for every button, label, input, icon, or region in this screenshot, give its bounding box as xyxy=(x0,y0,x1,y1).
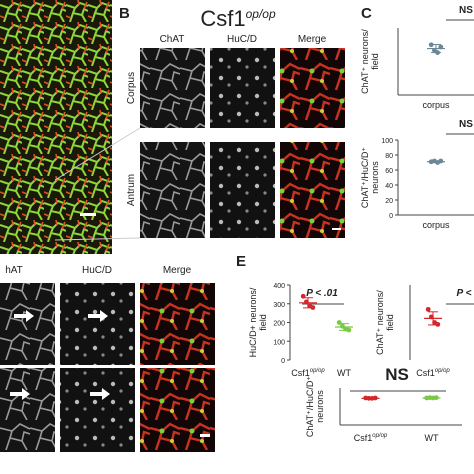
category-name: corpus xyxy=(422,100,450,110)
category-name: Csf1 xyxy=(354,433,373,443)
category-sup: op/op xyxy=(372,433,388,439)
annotation: P < xyxy=(457,288,472,299)
column-label: HuC/D xyxy=(82,265,112,276)
micrograph xyxy=(280,142,345,238)
scale-bar xyxy=(200,434,210,437)
category-name: Csf1 xyxy=(416,368,435,378)
category-name: WT xyxy=(425,433,439,443)
micrograph xyxy=(140,48,205,128)
y-tick-label: 0 xyxy=(281,358,285,365)
micrograph xyxy=(60,368,135,452)
zoom-line xyxy=(54,127,141,181)
y-axis-label: ChAT⁺/HuC/D⁺ xyxy=(360,147,370,209)
category-sup: op/op xyxy=(310,368,326,374)
column-label: hAT xyxy=(5,265,23,276)
arrow xyxy=(14,310,34,322)
data-point xyxy=(425,306,431,312)
zoom-line xyxy=(54,237,141,241)
title-text: Csf1 xyxy=(200,6,245,31)
scale-bar xyxy=(80,213,96,216)
y-tick-label: 60 xyxy=(385,168,393,175)
micrograph xyxy=(0,0,112,254)
row-label: Corpus xyxy=(126,72,137,104)
arrow xyxy=(88,310,108,322)
panel-label: C xyxy=(361,5,372,22)
column-label: Merge xyxy=(298,34,327,45)
y-axis-label: field xyxy=(370,53,380,70)
y-tick-label: 40 xyxy=(385,183,393,190)
annotation: NS xyxy=(385,365,409,384)
scale-bar xyxy=(332,228,341,230)
arrow xyxy=(90,388,110,400)
panel-label: B xyxy=(119,5,130,22)
micrograph xyxy=(60,283,135,365)
y-tick-label: 100 xyxy=(381,138,393,145)
panel-label: E xyxy=(236,253,246,270)
column-label: HuC/D xyxy=(227,34,257,45)
micrograph xyxy=(210,48,275,128)
category-name: WT xyxy=(337,368,351,378)
micrograph xyxy=(280,48,345,128)
category-label: WT xyxy=(425,433,439,443)
arrow xyxy=(10,388,30,400)
micrograph xyxy=(140,283,215,365)
category-label: Csf1op/op xyxy=(291,368,325,378)
annotation: P < .01 xyxy=(306,288,338,299)
category-label: Csf1op/op xyxy=(354,433,388,443)
micrograph xyxy=(0,368,55,452)
y-tick-label: 300 xyxy=(273,302,285,309)
y-axis-label: ChAT⁺/HuC/D⁺ xyxy=(305,376,315,438)
annotation: NS xyxy=(459,5,473,16)
category-sup: op/op xyxy=(435,368,451,374)
y-tick-label: 20 xyxy=(385,198,393,205)
y-tick-label: 0 xyxy=(389,213,393,220)
y-tick-label: 400 xyxy=(273,283,285,290)
category-name: corpus xyxy=(422,220,450,230)
category-label: WT xyxy=(337,368,351,378)
category-label: Csf1op/op xyxy=(416,368,450,378)
y-axis-label: ChAT⁺ neurons/ xyxy=(375,290,385,355)
y-axis-label: neurons xyxy=(370,161,380,194)
y-axis-label: ChAT⁺ neurons/ xyxy=(360,29,370,94)
category-label: corpus xyxy=(422,220,450,230)
y-tick-label: 100 xyxy=(273,339,285,346)
y-tick-label: 80 xyxy=(385,153,393,160)
column-label: ChAT xyxy=(160,34,185,45)
micrograph xyxy=(140,142,205,238)
panel-title: Csf1op/op xyxy=(200,6,276,31)
annotation: NS xyxy=(459,119,473,130)
row-label: Antrum xyxy=(126,174,137,206)
y-axis-label: neurons xyxy=(315,390,325,423)
y-tick-label: 200 xyxy=(273,321,285,328)
y-axis-label: HuC/D+ neurons/ xyxy=(248,287,258,357)
micrograph xyxy=(210,142,275,238)
y-axis-label: field xyxy=(385,314,395,331)
category-label: corpus xyxy=(422,100,450,110)
title-sup: op/op xyxy=(246,7,276,21)
data-point xyxy=(435,321,441,327)
y-axis-label: field xyxy=(258,314,268,331)
column-label: Merge xyxy=(163,265,192,276)
micrograph xyxy=(140,368,215,452)
micrograph xyxy=(0,283,55,365)
data-point xyxy=(336,320,342,325)
category-name: Csf1 xyxy=(291,368,310,378)
